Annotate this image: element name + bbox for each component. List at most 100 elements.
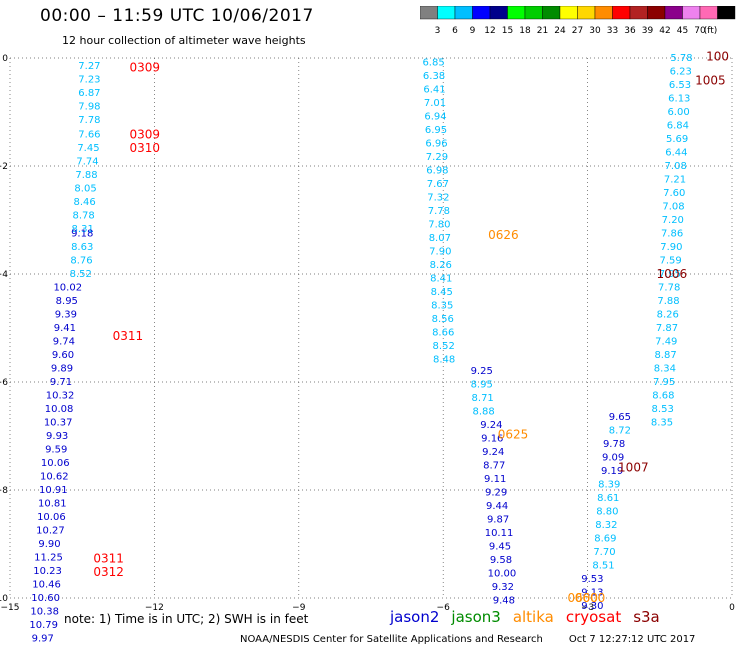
colorbar-tick-label: 15 [502, 26, 513, 36]
wave-height-value: 9.58 [490, 555, 512, 566]
colorbar-tick-label: 36 [624, 26, 636, 36]
wave-height-value: 7.45 [77, 143, 99, 154]
wave-height-value: 9.16 [481, 434, 503, 445]
pass-time-label: 0309 [129, 61, 160, 75]
legend-entry-jason3: jason3 [451, 608, 501, 626]
wave-height-value: 6.44 [665, 148, 687, 159]
wave-height-value: 9.78 [603, 439, 625, 450]
wave-height-value: 7.66 [78, 130, 100, 141]
pass-time-label: 0309 [129, 128, 160, 142]
wave-height-value: 9.25 [471, 366, 493, 377]
wave-height-value: 6.13 [668, 94, 690, 105]
wave-height-value: 10.32 [46, 391, 75, 402]
wave-height-value: 8.46 [73, 197, 95, 208]
wave-height-value: 8.71 [472, 393, 494, 404]
wave-height-value: 8.68 [652, 391, 674, 402]
wave-height-value: 7.80 [428, 219, 450, 230]
wave-height-value: 9.24 [480, 420, 502, 431]
wave-height-value: 9.87 [487, 515, 509, 526]
wave-height-value: 8.34 [654, 364, 676, 375]
x-tick-label: −6 [437, 603, 451, 613]
legend-entry-cryosat: cryosat [565, 608, 622, 626]
wave-height-value: 8.61 [597, 493, 619, 504]
wave-height-value: 6.87 [78, 88, 100, 99]
wave-height-value: 8.35 [651, 418, 673, 429]
y-tick-label: −6 [0, 378, 8, 388]
x-tick-label: 0 [729, 603, 735, 613]
y-tick-label: −8 [0, 486, 8, 496]
wave-height-value: 11.25 [34, 553, 63, 564]
wave-height-value: 6.41 [423, 84, 445, 95]
wave-height-value: 7.08 [665, 161, 687, 172]
wave-height-value: 7.95 [653, 377, 675, 388]
wave-height-value: 10.11 [485, 528, 514, 539]
wave-height-value: 9.32 [492, 582, 514, 593]
legend-entry-altika: altika [512, 608, 554, 626]
wave-height-value: 7.95 [659, 269, 681, 280]
wave-height-value: 7.20 [662, 215, 684, 226]
wave-height-value: 7.88 [75, 170, 97, 181]
wave-height-value: 8.80 [596, 507, 618, 518]
wave-height-value: 10.23 [33, 566, 62, 577]
wave-height-value: 8.63 [71, 242, 93, 253]
wave-height-value: 7.59 [659, 256, 681, 267]
colorbar-tick-label: 39 [642, 26, 654, 36]
wave-height-value: 8.48 [433, 354, 455, 365]
wave-height-value: 7.78 [658, 283, 680, 294]
colorbar-tick-label: 30 [589, 26, 601, 36]
colorbar-tick-label: 21 [537, 26, 548, 36]
wave-height-value: 8.39 [598, 480, 620, 491]
wave-height-value: 8.76 [70, 256, 92, 267]
wave-height-value: 7.78 [428, 206, 450, 217]
wave-height-value: 5.78 [670, 53, 692, 64]
wave-height-value: 9.53 [581, 574, 603, 585]
page-subtitle: 12 hour collection of altimeter wave hei… [62, 34, 306, 47]
x-tick-label: −12 [145, 603, 164, 613]
wave-height-value: 10.38 [30, 607, 59, 618]
wave-height-value: 9.89 [51, 364, 73, 375]
y-tick-label: 0 [2, 54, 8, 64]
pass-time-label: 0311 [93, 552, 124, 566]
wave-height-value: 9.74 [53, 337, 75, 348]
wave-height-value: 8.51 [592, 561, 614, 572]
wave-height-value: 9.30 [581, 601, 603, 612]
wave-height-value: 7.87 [656, 323, 678, 334]
wave-height-value: 7.88 [657, 296, 679, 307]
pass-time-label: 0626 [488, 228, 519, 242]
wave-height-value: 8.52 [70, 269, 92, 280]
wave-height-value: 6.85 [422, 57, 444, 68]
wave-height-value: 6.96 [425, 138, 447, 149]
wave-height-value: 9.39 [55, 310, 77, 321]
colorbar-tick-label: 70 [694, 26, 706, 36]
wave-height-value: 10.02 [53, 283, 82, 294]
wave-height-value: 10.79 [29, 620, 58, 631]
credit-org: NOAA/NESDIS Center for Satellite Applica… [240, 634, 543, 645]
wave-height-value: 7.86 [661, 229, 683, 240]
wave-height-value: 6.98 [426, 165, 448, 176]
wave-height-value: 7.70 [593, 547, 615, 558]
wave-height-value: 9.29 [485, 488, 507, 499]
wave-height-value: 8.88 [472, 407, 494, 418]
x-tick-label: −9 [292, 603, 306, 613]
wave-height-value: 6.23 [670, 67, 692, 78]
wave-height-value: 9.45 [489, 542, 511, 553]
pass-time-label: 0600 [568, 591, 599, 605]
colorbar-tick-label: 45 [677, 26, 688, 36]
wave-height-value: 10.81 [38, 499, 67, 510]
pass-time-label: 1005 [695, 74, 726, 88]
wave-height-value: 7.78 [78, 115, 100, 126]
pass-time-label: 0311 [113, 329, 144, 343]
wave-height-value: 8.72 [609, 426, 631, 437]
wave-height-value: 9.13 [581, 588, 603, 599]
wave-height-value: 10.37 [44, 418, 73, 429]
wave-height-value: 6.53 [669, 80, 691, 91]
colorbar-tick-label: 3 [435, 26, 441, 36]
wave-height-value: 10.27 [36, 526, 65, 537]
colorbar-tick-label: 9 [470, 26, 476, 36]
wave-height-value: 10.06 [37, 512, 66, 523]
wave-height-value: 8.69 [594, 534, 616, 545]
wave-height-value: 7.23 [78, 75, 100, 86]
wave-height-value: 9.19 [601, 466, 623, 477]
wave-height-value: 7.74 [76, 157, 98, 168]
colorbar-tick-label: 27 [572, 26, 583, 36]
